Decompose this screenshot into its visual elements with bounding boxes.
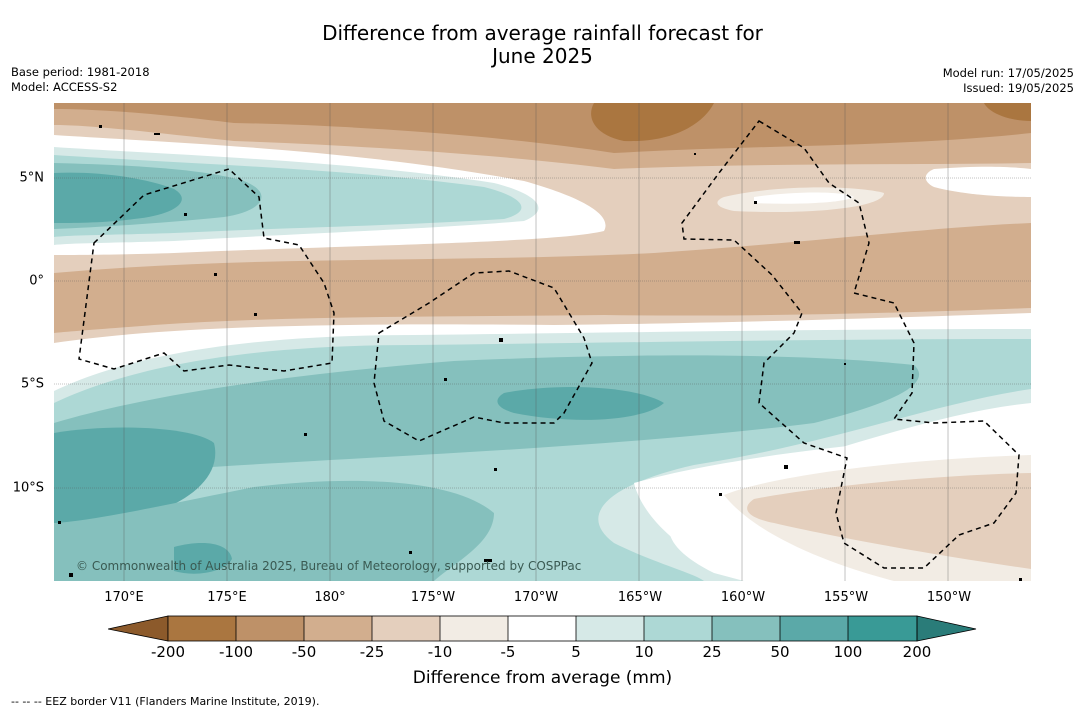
- islands: [58, 125, 1022, 581]
- lat-label-5s: 5°S: [20, 376, 44, 392]
- lon-label-180: 180°: [314, 590, 346, 605]
- colorbar-tick: 25: [702, 643, 722, 661]
- colorbar-tick: -100: [218, 643, 254, 661]
- colorbar-tick: -25: [359, 643, 385, 661]
- graticule: [54, 103, 1031, 581]
- colorbar-bin: [848, 616, 917, 641]
- colorbar-bin: [236, 616, 304, 641]
- lon-label-175w: 175°W: [410, 590, 456, 605]
- map-region-south-wet-50-sw: [54, 480, 494, 581]
- map-region-north-east-white: [754, 192, 854, 204]
- colorbar-bin: [440, 616, 508, 641]
- colorbar-bin: [576, 616, 644, 641]
- colorbar-bin: [168, 616, 236, 641]
- title-line-1: Difference from average rainfall forecas…: [322, 21, 763, 45]
- colorbar: [108, 615, 977, 642]
- colorbar-tick: 10: [634, 643, 654, 661]
- map-region-north-very-dry: [591, 103, 714, 142]
- colorbar-tick: -5: [500, 643, 516, 661]
- map-region-north-east-normal: [925, 166, 1031, 197]
- model-name: Model: ACCESS-S2: [11, 80, 118, 94]
- map-region-north-wet-100: [54, 172, 182, 223]
- lat-label-10s: 10°S: [12, 480, 44, 496]
- lat-label-5n: 5°N: [19, 170, 45, 186]
- colorbar-tick: 5: [571, 643, 581, 661]
- model-run: Model run: 17/05/2025: [942, 66, 1074, 80]
- map-region-north-very-dry-east: [984, 103, 1031, 121]
- meta-right: Model run: 17/05/2025 Issued: 19/05/2025: [943, 66, 1074, 96]
- colorbar-tick: 200: [902, 643, 932, 661]
- map-region-north-dry-strong: [54, 103, 1031, 153]
- map-title: Difference from average rainfall forecas…: [0, 22, 1085, 68]
- colorbar-tick: -50: [291, 643, 317, 661]
- lon-label-165w: 165°W: [617, 590, 663, 605]
- colorbar-tick: 50: [770, 643, 790, 661]
- map-region-south-wet-50: [54, 355, 920, 479]
- issued-date: Issued: 19/05/2025: [963, 81, 1074, 95]
- colorbar-bin: [712, 616, 780, 641]
- lon-label-170w: 170°W: [513, 590, 559, 605]
- map-region-equator-dry: [54, 223, 1031, 333]
- colorbar-bin: [780, 616, 848, 641]
- colorbar-label: Difference from average (mm): [412, 668, 673, 688]
- colorbar-bin: [304, 616, 372, 641]
- lon-label-150w: 150°W: [926, 590, 972, 605]
- base-period: Base period: 1981-2018: [11, 65, 150, 79]
- copyright-notice: © Commonwealth of Australia 2025, Bureau…: [76, 559, 581, 573]
- colorbar-arrow-low: [108, 615, 169, 642]
- lat-label-0: 0°: [29, 273, 44, 289]
- colorbar-bin: [508, 616, 576, 641]
- lon-label-175e: 175°E: [207, 590, 247, 605]
- colorbar-bin: [644, 616, 712, 641]
- map-region-south-wet-100-center: [497, 387, 664, 420]
- colorbar-bin: [372, 616, 440, 641]
- map-region-south-wet-100-sw: [174, 543, 232, 574]
- meta-left: Base period: 1981-2018 Model: ACCESS-S2: [11, 65, 150, 95]
- lon-label-160w: 160°W: [720, 590, 766, 605]
- colorbar-tick: 100: [833, 643, 863, 661]
- lon-label-155w: 155°W: [823, 590, 869, 605]
- eez-legend-note: -- -- -- EEZ border V11 (Flanders Marine…: [11, 695, 320, 708]
- eez-borders: [78, 120, 1020, 569]
- title-line-2: June 2025: [492, 44, 593, 68]
- lon-label-170e: 170°E: [104, 590, 144, 605]
- colorbar-arrow-high: [916, 615, 977, 642]
- map-region-south-east-dry-25: [747, 473, 1031, 569]
- colorbar-tick: -200: [150, 643, 186, 661]
- colorbar-tick: -10: [427, 643, 453, 661]
- rainfall-map: © Commonwealth of Australia 2025, Bureau…: [54, 103, 1031, 581]
